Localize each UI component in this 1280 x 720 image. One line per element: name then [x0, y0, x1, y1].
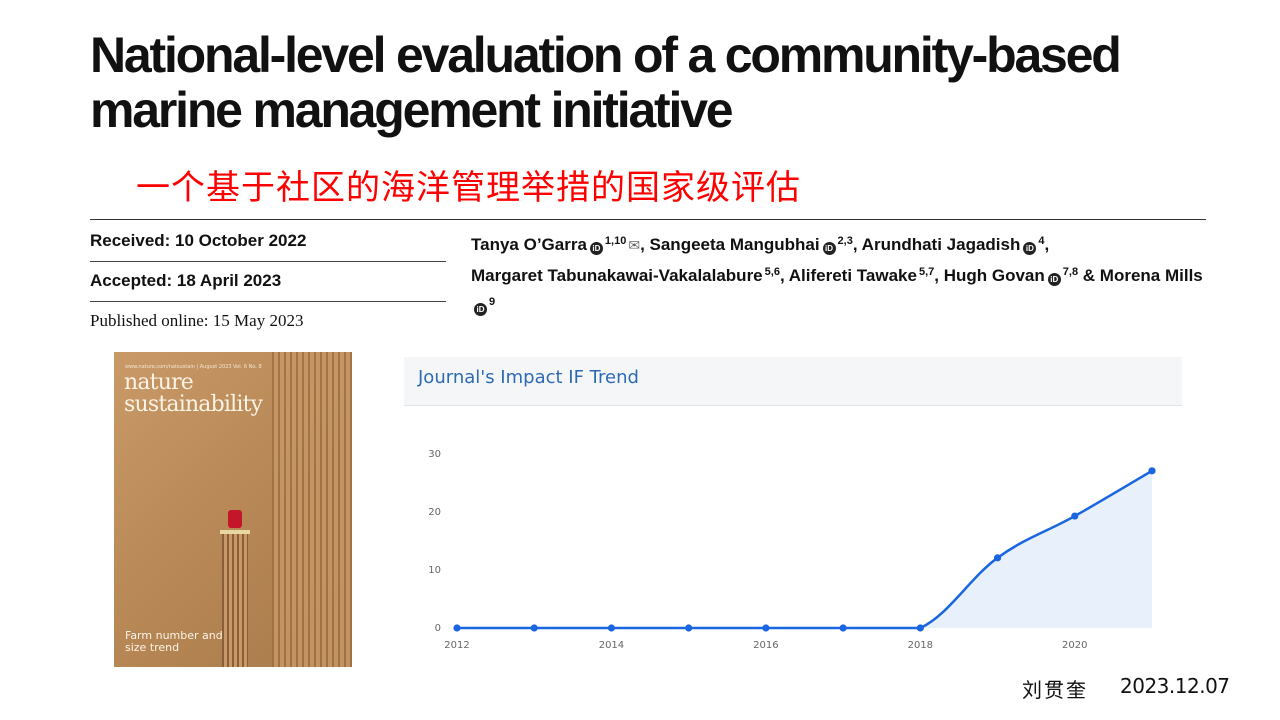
cover-brand-line2: sustainability — [124, 392, 263, 417]
orcid-icon[interactable]: iD — [1023, 242, 1037, 255]
author-affiliation: 5,6 — [764, 265, 780, 278]
author-5[interactable]: Hugh Govan iD7,8 — [943, 265, 1079, 286]
cover-brand-line1: nature — [124, 370, 194, 395]
x-tick-label: 2014 — [599, 640, 624, 651]
signature-date: 2023.12.07 — [1120, 674, 1230, 698]
envelope-icon[interactable]: ✉ — [628, 237, 641, 253]
chart-point-2012 — [453, 624, 461, 632]
chart-point-2016 — [762, 624, 770, 632]
y-tick-label: 20 — [428, 507, 441, 518]
author-0[interactable]: Tanya O’Garra iD1,10 ✉ — [471, 235, 641, 255]
author-name: Alifereti Tawake — [788, 265, 917, 285]
chart-point-2015 — [685, 624, 693, 632]
author-4[interactable]: Alifereti Tawake 5,7 — [789, 266, 934, 285]
author-6[interactable]: Morena MillsiD9 — [471, 266, 1203, 316]
cover-plowed-rows — [222, 534, 248, 667]
author-separator: , — [1044, 235, 1050, 254]
x-tick-label: 2020 — [1062, 640, 1087, 651]
chart-point-2018 — [916, 624, 924, 632]
author-affiliation: 5,7 — [918, 265, 935, 278]
x-tick-label: 2012 — [444, 640, 469, 651]
top-divider — [90, 219, 1206, 220]
cover-meta: www.nature.com/natsustain | August 2023 … — [125, 364, 262, 370]
author-affiliation: 7,8 — [1062, 265, 1079, 278]
journal-cover: www.nature.com/natsustain | August 2023 … — [114, 352, 352, 667]
impact-factor-chart: Journal's Impact IF Trend 0 10 20 30 2012 201… — [404, 357, 1182, 677]
chart-title: Journal's Impact IF Trend — [418, 367, 639, 388]
published-date: Published online: 15 May 2023 — [90, 311, 304, 330]
author-signature: 刘贯奎 — [1022, 678, 1088, 702]
cover-field-stripes — [272, 352, 352, 667]
author-name: Sangeeta Mangubhai — [649, 235, 820, 254]
publication-dates: Received: 10 October 2022 Accepted: 18 A… — [90, 222, 446, 340]
author-list: Tanya O’Garra iD1,10 ✉, Sangeeta Mangubhai… — [471, 228, 1211, 320]
author-separator: , — [852, 235, 862, 254]
chart-point-2021 — [1148, 467, 1156, 475]
author-1[interactable]: Sangeeta Mangubhai iD2,3 — [649, 235, 853, 255]
chart-point-2019 — [993, 554, 1002, 562]
x-tick-label: 2016 — [753, 640, 778, 651]
author-2[interactable]: Arundhati Jagadish iD4 — [861, 235, 1045, 255]
orcid-icon[interactable]: iD — [474, 303, 487, 316]
author-affiliation: 9 — [489, 296, 496, 308]
author-separator: , — [640, 235, 650, 254]
received-date: Received: 10 October 2022 — [90, 222, 446, 262]
cover-brand: nature sustainability — [124, 370, 263, 417]
chart-point-2014 — [607, 624, 616, 632]
chart-point-2013 — [530, 624, 538, 632]
cover-tractor — [228, 510, 242, 528]
author-name: Margaret Tabunakawai-Vakalalabure — [471, 265, 763, 285]
paper-title-chinese: 一个基于社区的海洋管理举措的国家级评估 — [136, 168, 801, 208]
chart-series-line — [457, 469, 1153, 630]
author-name: Morena Mills — [1099, 265, 1203, 285]
author-name: Tanya O’Garra — [471, 235, 587, 254]
orcid-icon[interactable]: iD — [589, 242, 603, 255]
accepted-date: Accepted: 18 April 2023 — [90, 262, 446, 302]
author-separator: & — [1078, 265, 1100, 285]
author-affiliation: 4 — [1038, 235, 1045, 247]
author-name: Hugh Govan — [943, 265, 1045, 285]
y-tick-label: 30 — [428, 449, 441, 460]
y-tick-label: 10 — [428, 565, 441, 576]
chart-plot: 0 10 20 30 2012 2014 2016 2018 2020 — [428, 449, 1156, 651]
author-separator: , — [934, 265, 944, 285]
y-tick-label: 0 — [435, 623, 441, 634]
cover-tractor-implement — [220, 530, 250, 534]
orcid-icon[interactable]: iD — [1047, 272, 1061, 286]
chart-header: Journal's Impact IF Trend — [404, 357, 1182, 406]
chart-point-2017 — [839, 624, 847, 632]
author-3[interactable]: Margaret Tabunakawai-Vakalalabure 5,6 — [471, 266, 780, 285]
author-separator: , — [779, 265, 789, 285]
chart-point-2020 — [1071, 512, 1079, 520]
orcid-icon[interactable]: iD — [822, 242, 836, 255]
cover-caption: Farm number and size trend — [125, 629, 223, 654]
author-affiliation: 1,10 — [604, 235, 627, 247]
chart-area-fill — [457, 470, 1152, 628]
paper-title: National-level evaluation of a community… — [90, 27, 1122, 138]
author-affiliation: 2,3 — [837, 235, 853, 247]
x-tick-label: 2018 — [908, 640, 933, 651]
author-name: Arundhati Jagadish — [861, 235, 1021, 254]
